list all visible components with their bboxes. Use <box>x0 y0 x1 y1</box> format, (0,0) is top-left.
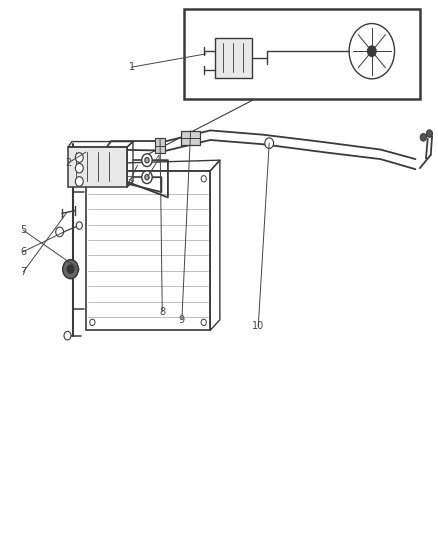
Circle shape <box>201 175 206 182</box>
Circle shape <box>145 158 149 163</box>
Bar <box>181 131 200 145</box>
Circle shape <box>426 130 432 138</box>
Bar <box>68 147 127 187</box>
Bar <box>155 139 165 154</box>
Circle shape <box>367 46 376 56</box>
Circle shape <box>67 265 74 273</box>
Text: 3: 3 <box>127 176 133 187</box>
Text: 1: 1 <box>129 62 135 72</box>
Circle shape <box>64 332 71 340</box>
Text: 6: 6 <box>20 247 26 256</box>
Text: 4: 4 <box>155 155 161 165</box>
Text: 7: 7 <box>20 267 27 277</box>
Circle shape <box>145 174 149 180</box>
Circle shape <box>201 319 206 326</box>
Circle shape <box>349 23 395 79</box>
Circle shape <box>142 171 152 183</box>
Text: 5: 5 <box>20 225 27 236</box>
Circle shape <box>75 153 83 163</box>
Circle shape <box>90 175 95 182</box>
Circle shape <box>75 176 83 186</box>
Circle shape <box>63 260 78 279</box>
Text: 8: 8 <box>159 306 165 317</box>
Circle shape <box>142 154 152 166</box>
Bar <box>215 38 252 78</box>
Bar <box>184 9 420 99</box>
Text: 9: 9 <box>179 314 185 325</box>
Text: 10: 10 <box>252 321 265 331</box>
Text: 2: 2 <box>65 158 71 168</box>
Circle shape <box>90 319 95 326</box>
Bar <box>86 171 210 330</box>
Circle shape <box>56 227 64 237</box>
Circle shape <box>265 138 274 149</box>
Circle shape <box>76 222 82 229</box>
Circle shape <box>75 164 83 173</box>
Circle shape <box>420 134 426 141</box>
